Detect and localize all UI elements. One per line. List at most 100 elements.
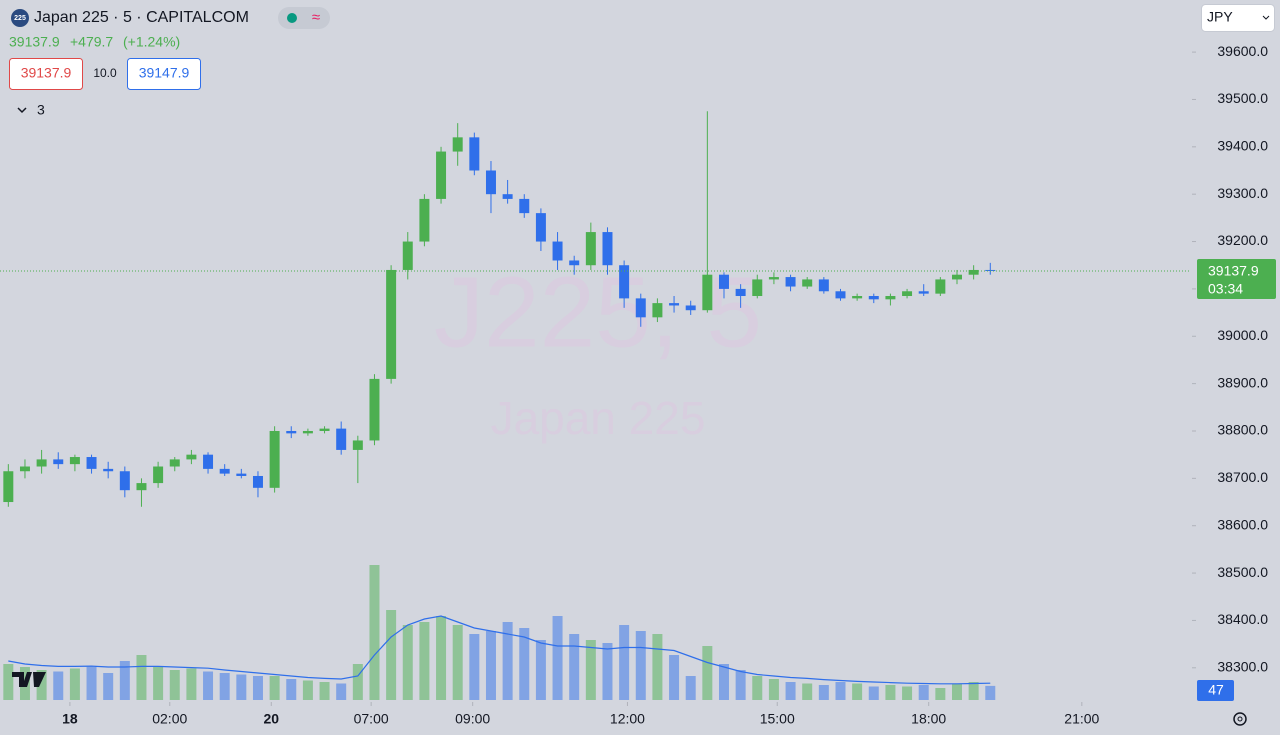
volume-bar (469, 634, 480, 700)
volume-bar (119, 661, 130, 700)
volume-bar (935, 688, 946, 700)
volume-bar (269, 676, 280, 700)
volume-bar (818, 685, 829, 700)
candle-body (652, 303, 663, 318)
volume-bar (902, 686, 913, 700)
x-tick-label: 09:00 (455, 711, 490, 727)
volume-bar (952, 683, 962, 700)
candle-body (402, 241, 413, 270)
volume-bar (3, 664, 14, 700)
currency-select[interactable]: JPY (1201, 4, 1275, 32)
watermark: J225, 5 Japan 225 (434, 256, 762, 444)
volume-bar (635, 631, 646, 700)
volume-bar (519, 628, 530, 700)
ask-button[interactable] (127, 58, 201, 90)
candle-body (136, 483, 147, 491)
volume-bar (552, 616, 563, 700)
x-tick-label: 20 (263, 711, 279, 727)
volume-bar (219, 673, 230, 700)
candle-body (685, 305, 696, 311)
last-price: 39137.9 (9, 34, 60, 50)
volume-bar (302, 680, 313, 700)
candle-body (119, 471, 130, 491)
volume-bar (802, 683, 813, 700)
volume-bar (352, 664, 363, 700)
y-tick-label: 38400.0 (1217, 611, 1268, 627)
x-tick-label: 18 (62, 711, 78, 727)
candle-body (203, 454, 214, 469)
gear[interactable] (1233, 712, 1247, 726)
candle-body (935, 279, 946, 294)
symbol-title[interactable]: Japan 225 · 5 · CAPITALCOM (34, 9, 249, 26)
volume-ma-line (8, 615, 991, 685)
volume-bar (136, 655, 147, 700)
price-pane (0, 111, 1190, 507)
candle-body (485, 170, 496, 195)
symbol-icon (11, 9, 29, 27)
volume-bar (885, 685, 896, 700)
volume-bar (236, 674, 247, 700)
bid-button[interactable] (9, 58, 83, 90)
y-tick-label: 39200.0 (1217, 232, 1268, 248)
candle-body (702, 274, 713, 311)
price-change: +479.7 (70, 34, 113, 50)
volume-bar (768, 679, 779, 700)
candle-body (802, 279, 813, 287)
x-tick-label: 12:00 (610, 711, 645, 727)
candle-body (619, 265, 630, 299)
candle-body (785, 277, 796, 287)
candle-body (835, 291, 846, 299)
candle-body (552, 241, 563, 261)
y-tick-label: 39600.0 (1217, 43, 1268, 59)
y-tick-label: 39000.0 (1217, 327, 1268, 343)
y-tick-label: 38700.0 (1217, 469, 1268, 485)
ask-price: 39147.9 (139, 65, 190, 81)
volume-bar (669, 655, 680, 700)
volume-bar (685, 676, 696, 700)
candle-body (852, 296, 863, 299)
candle-body (86, 457, 97, 469)
candle-body (352, 440, 363, 450)
volume-bar (169, 670, 180, 700)
indicators-toggle[interactable] (17, 107, 27, 114)
market-open-dot (287, 13, 297, 23)
volume-bar (86, 667, 97, 700)
volume-bar (868, 686, 879, 700)
volume-bar (502, 622, 513, 700)
candle-body (952, 274, 962, 280)
volume-bar (735, 670, 746, 700)
y-tick-label: 38900.0 (1217, 374, 1268, 390)
y-tick-label: 39400.0 (1217, 138, 1268, 154)
tv-logo (12, 672, 46, 687)
y-tick-label: 38500.0 (1217, 564, 1268, 580)
currency-caret (1262, 15, 1270, 20)
currency-box[interactable] (1201, 4, 1275, 32)
volume-bar (203, 671, 214, 700)
price-change-pct: (+1.24%) (123, 34, 180, 50)
candle-body (669, 303, 680, 306)
gear-hub (1237, 716, 1243, 722)
x-tick-label: 15:00 (760, 711, 795, 727)
settings-icon[interactable] (1233, 712, 1247, 726)
logo-mark (12, 672, 46, 687)
y-tick-label: 38300.0 (1217, 658, 1268, 674)
volume-bar (918, 685, 929, 700)
candle-body (319, 428, 330, 431)
candle-body (502, 194, 513, 199)
volume-bar (968, 682, 979, 700)
candle-body (735, 288, 746, 297)
volume-bar (718, 664, 729, 700)
volume-badge (1197, 680, 1234, 701)
volume-bar (619, 625, 630, 700)
volume-bar (785, 682, 796, 700)
candle-body (3, 471, 14, 503)
candle-body (69, 457, 80, 465)
candle-body (718, 274, 729, 289)
volume-bar (485, 631, 496, 700)
candle-body (302, 430, 313, 434)
status-pill[interactable] (278, 7, 330, 29)
volume-bar (702, 646, 713, 700)
bid-price: 39137.9 (21, 65, 72, 81)
volume-bar (569, 634, 580, 700)
